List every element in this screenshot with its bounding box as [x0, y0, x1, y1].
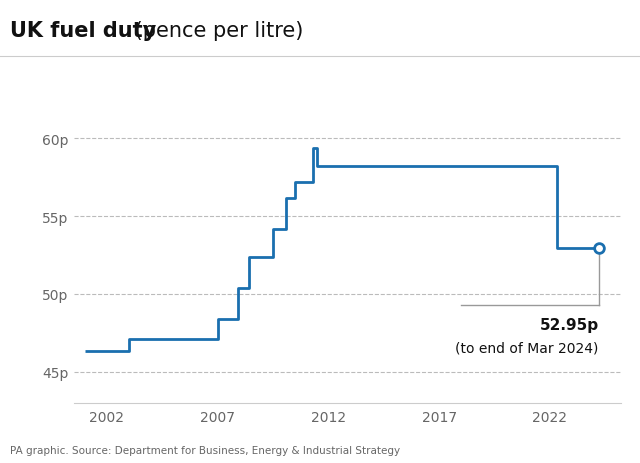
Text: UK fuel duty: UK fuel duty: [10, 21, 156, 41]
Text: 52.95p: 52.95p: [540, 318, 598, 332]
Text: PA graphic. Source: Department for Business, Energy & Industrial Strategy: PA graphic. Source: Department for Busin…: [10, 444, 400, 455]
Text: (to end of Mar 2024): (to end of Mar 2024): [455, 341, 598, 355]
Text: (pence per litre): (pence per litre): [128, 21, 303, 41]
